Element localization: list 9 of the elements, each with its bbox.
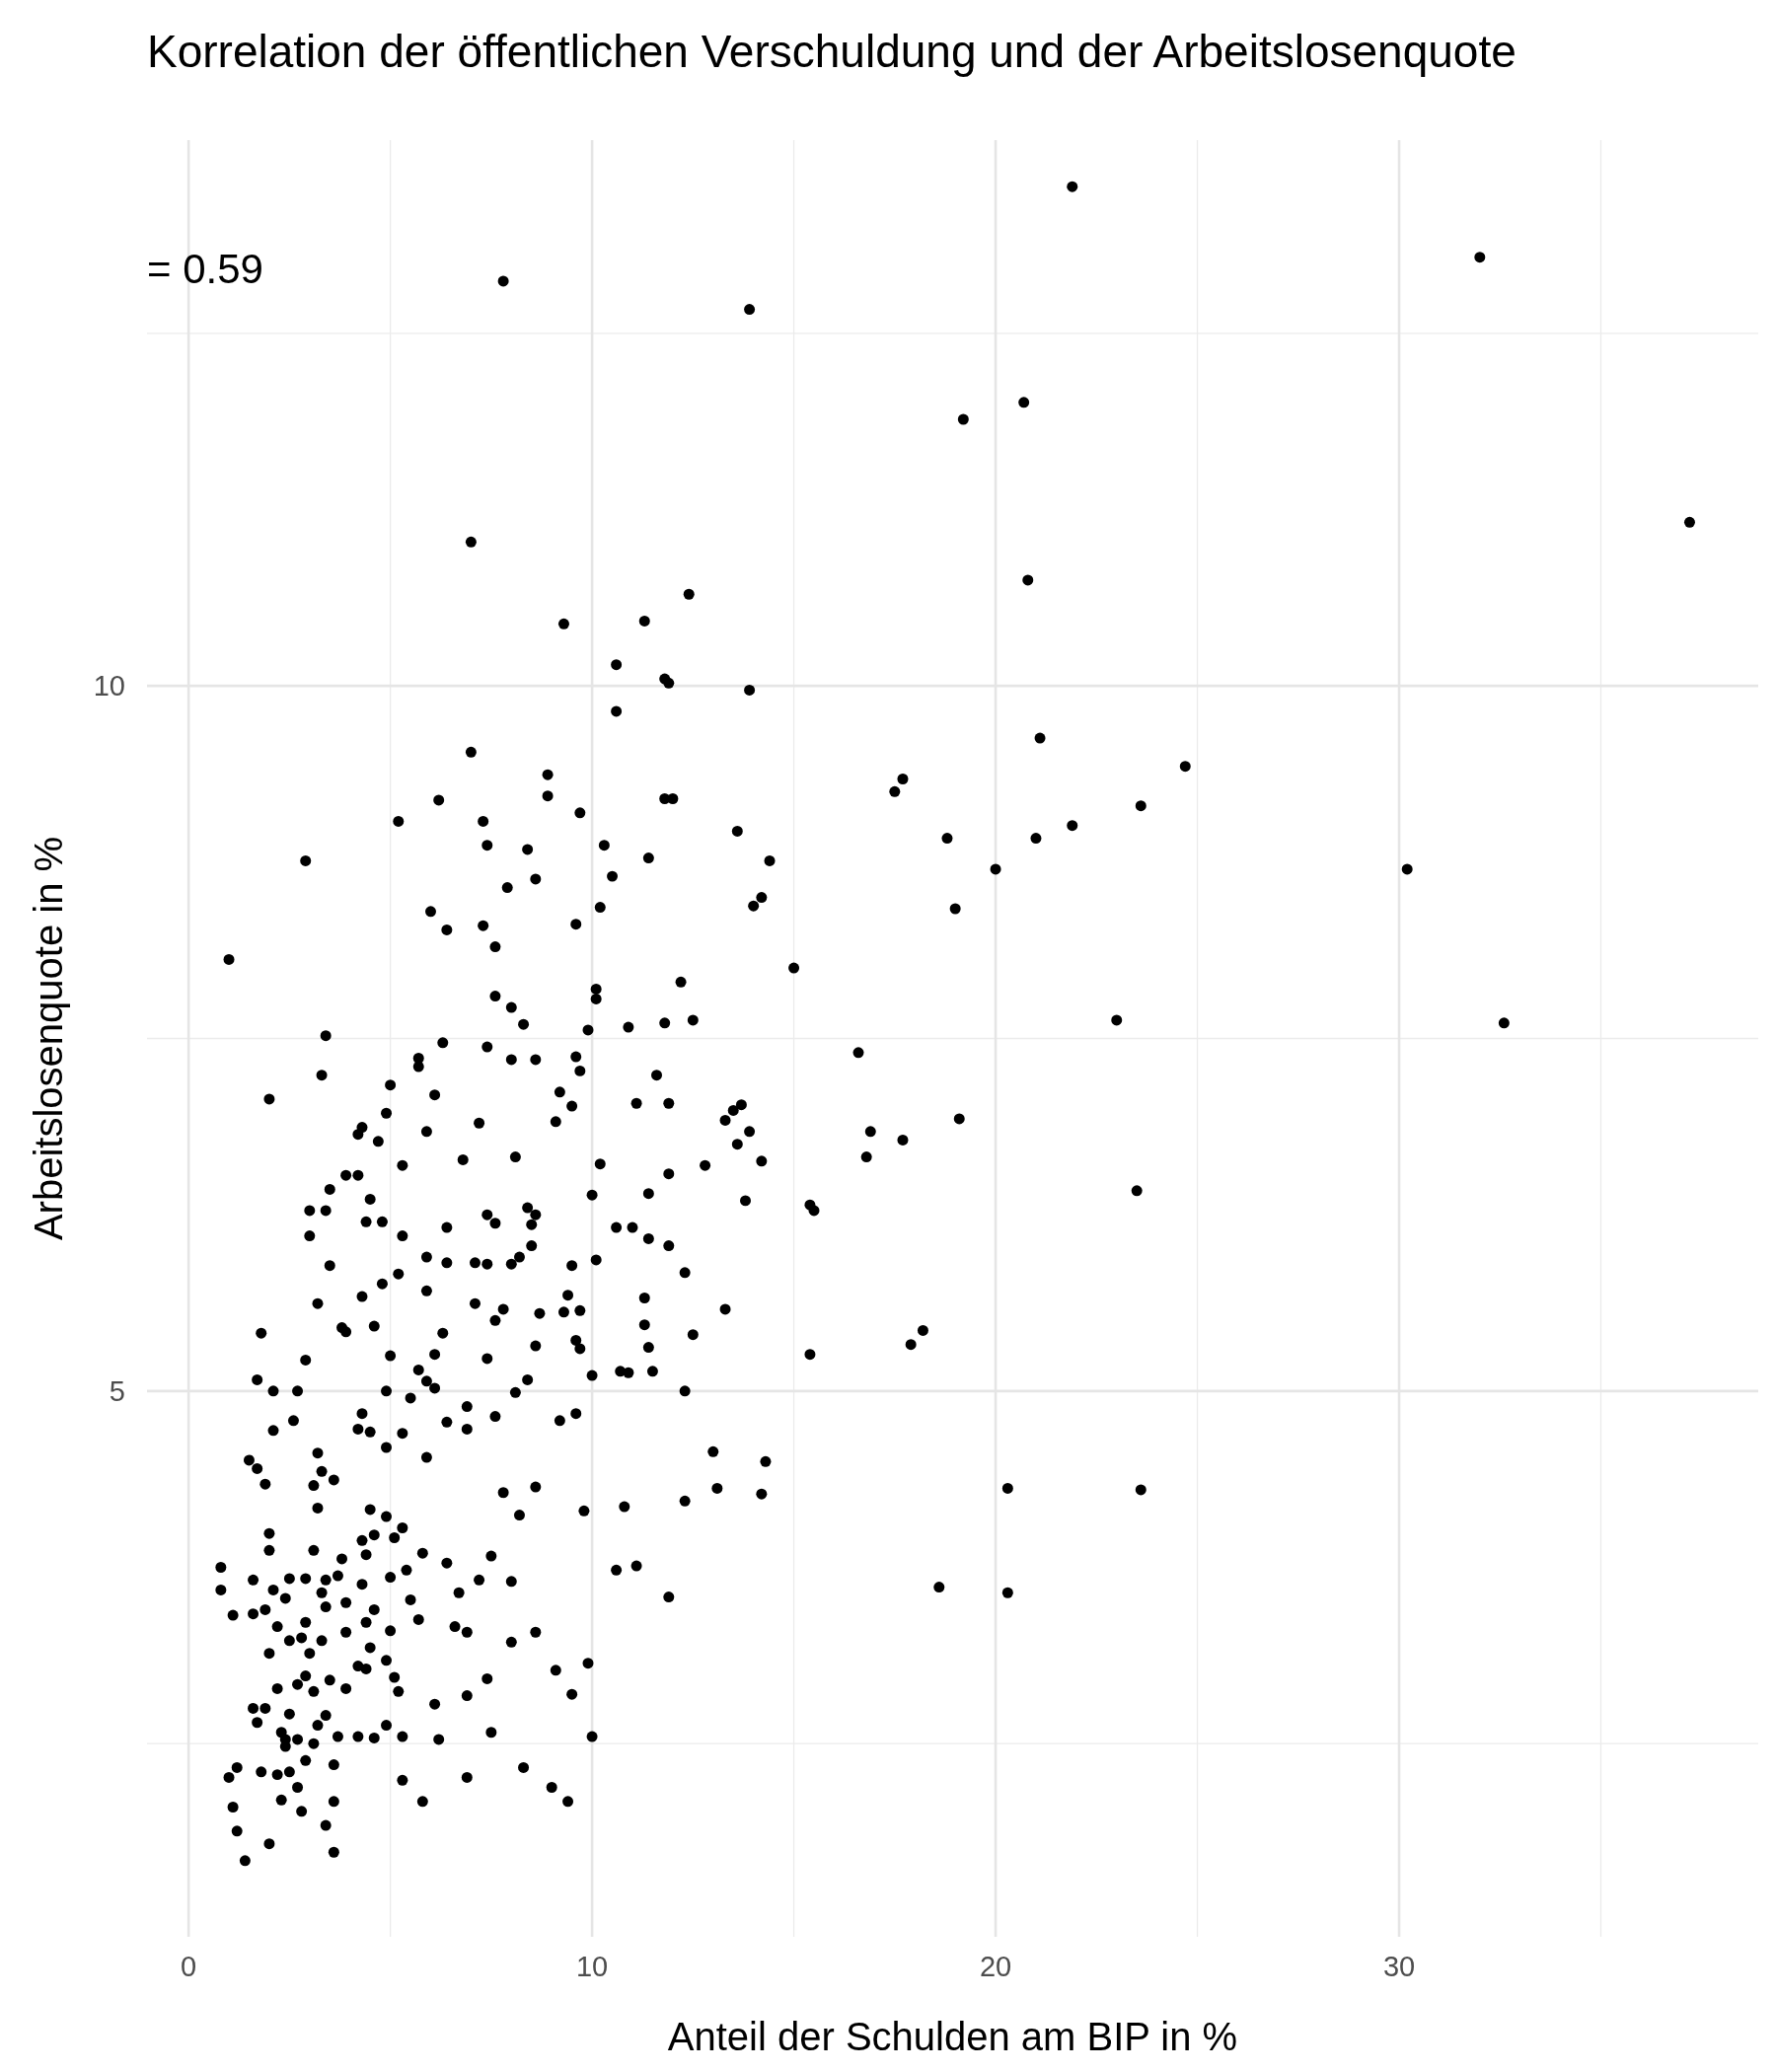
x-tick-label: 10 [575, 1951, 609, 1982]
x-tick-label: 20 [979, 1951, 1012, 1982]
y-tick-label: 5 [109, 1374, 125, 1407]
x-tick-label: 0 [181, 1951, 197, 1982]
y-axis-title: Arbeitslosenquote in % [27, 836, 70, 1241]
x-tick-label: 30 [1382, 1951, 1416, 1982]
x-axis-title: Anteil der Schulden am BIP in % [667, 2015, 1238, 2058]
annotation: = 0.59 [147, 245, 263, 292]
chart-title: Korrelation der öffentlichen Verschuldung und der Arbeitslosenquote [147, 26, 1517, 77]
